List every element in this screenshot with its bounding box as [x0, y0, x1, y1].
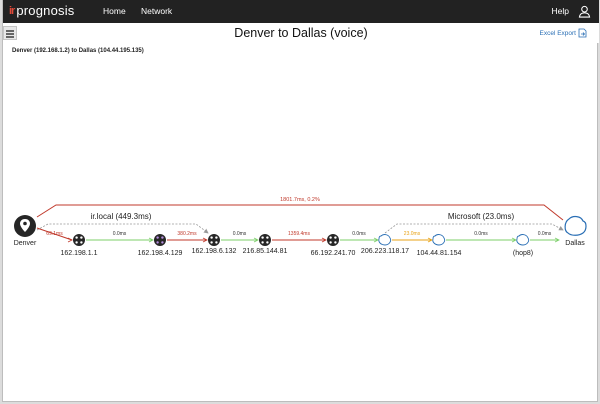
- excel-export-button[interactable]: Excel Export: [540, 28, 588, 38]
- segment-arrowhead: [202, 237, 208, 243]
- segment-label: 23.0ms: [403, 231, 421, 237]
- segment-label: 0.0ms: [474, 231, 488, 237]
- route-label: Denver (192.168.1.2) to Dallas (104.44.1…: [12, 48, 144, 54]
- app-logo[interactable]: ir prognosis: [9, 3, 75, 18]
- top-nav-bar: ir prognosis Home Network Help: [3, 0, 599, 23]
- segment-arrowhead: [373, 237, 379, 243]
- segment-label: 69.1ms: [46, 231, 63, 237]
- group-bracket-microsoft: [384, 223, 564, 234]
- hop-label: 104.44.81.154: [416, 250, 462, 257]
- segment-arrowhead: [427, 237, 433, 243]
- router-icon[interactable]: [208, 234, 220, 246]
- endpoint-label-denver: Denver: [13, 240, 37, 247]
- group-label-irlocal: ir.local (449.3ms): [90, 212, 152, 221]
- hop-label: 162.198.6.132: [191, 248, 237, 255]
- segment-arrowhead: [511, 237, 517, 243]
- logo-mark: ir: [9, 4, 15, 17]
- hop-label: 162.198.4.129: [137, 250, 183, 257]
- hop-label: 206.223.118.17: [360, 248, 410, 255]
- excel-export-label: Excel Export: [539, 29, 577, 37]
- nav-network[interactable]: Network: [141, 6, 173, 16]
- segment-arrowhead: [554, 237, 560, 243]
- segment-arrowhead: [253, 237, 259, 243]
- group-bracket-irlocal: [36, 223, 209, 234]
- hop-label: 216.85.144.81: [242, 248, 288, 255]
- export-icon: [578, 28, 587, 38]
- logo-text: prognosis: [16, 3, 75, 18]
- cloud-icon[interactable]: [378, 234, 392, 246]
- hop-label: (hop8): [512, 250, 534, 257]
- segment-label: 0.0ms: [112, 231, 127, 237]
- dallas-cloud-icon[interactable]: [564, 215, 587, 236]
- cloud-icon[interactable]: [516, 234, 530, 246]
- menu-icon[interactable]: [3, 26, 17, 40]
- segment-label: 380.2ms: [177, 231, 197, 237]
- segment-label: 0.0ms: [352, 231, 366, 237]
- user-icon[interactable]: [578, 5, 591, 18]
- nav-help[interactable]: Help: [551, 6, 569, 16]
- segment-arrowhead: [321, 237, 327, 243]
- segment-label: 1359.4ms: [288, 231, 310, 237]
- denver-pin-icon[interactable]: [14, 215, 36, 237]
- summary-path-label: 1801.7ms, 0.2%: [280, 197, 320, 203]
- page-title: Denver to Dallas (voice): [234, 26, 368, 40]
- router-icon[interactable]: [327, 234, 339, 246]
- segment-line[interactable]: [36, 227, 73, 241]
- segment-arrowhead: [67, 237, 73, 243]
- router-icon[interactable]: [73, 234, 85, 246]
- segment-label: 0.0ms: [232, 231, 247, 237]
- group-label-microsoft: Microsoft (23.0ms): [447, 212, 515, 221]
- endpoint-label-dallas: Dallas: [565, 240, 585, 247]
- segment-label: 0.0ms: [537, 231, 552, 237]
- path-diagram: [14, 204, 587, 246]
- router-icon[interactable]: [259, 234, 271, 246]
- hop-label: 66.192.241.70: [310, 250, 356, 257]
- cloud-icon[interactable]: [432, 234, 446, 246]
- hop-label: 162.198.1.1: [60, 250, 98, 257]
- title-bar: [3, 23, 599, 43]
- nav-home[interactable]: Home: [103, 6, 126, 16]
- segment-arrowhead: [148, 237, 154, 243]
- router-icon[interactable]: [154, 234, 166, 246]
- summary-path-line: [36, 204, 564, 221]
